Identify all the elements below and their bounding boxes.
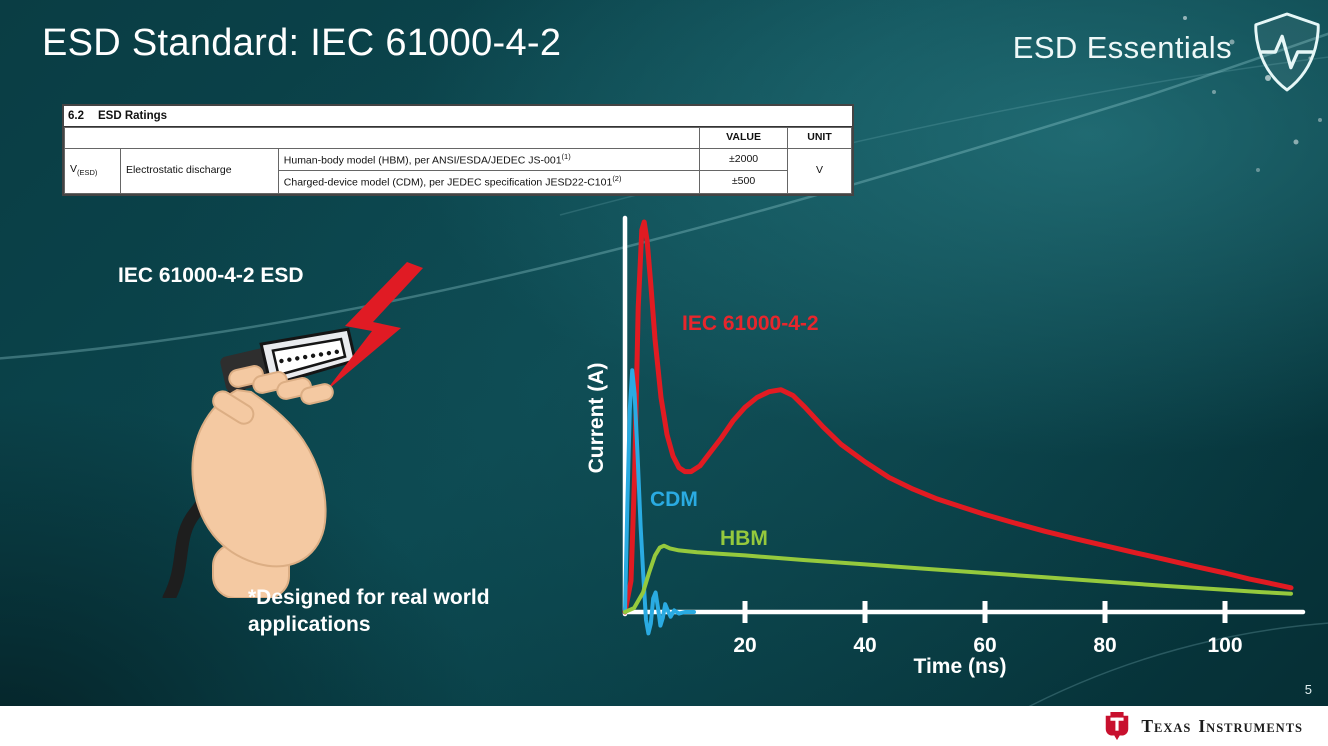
palm (191, 388, 327, 568)
x-tick-label: 40 (853, 634, 876, 657)
series-hbm (623, 543, 1293, 614)
param-name-cell: Electrostatic discharge (119, 147, 279, 194)
unit-cell: V (787, 147, 852, 194)
series-iec-61000-4-2 (622, 219, 1294, 615)
hand (191, 365, 334, 598)
series-label-iec: IEC 61000-4-2 (682, 312, 819, 335)
esd-shield-icon (1254, 12, 1320, 92)
x-tick-label: 100 (1207, 634, 1242, 657)
hand-connector-illustration (162, 262, 423, 598)
series-label-hbm: HBM (720, 527, 768, 550)
esd-waveform-chart: 20 40 60 80 100 (622, 215, 1306, 657)
series-brand-title: ESD Essentials (1012, 30, 1232, 65)
cdm-description-cell: Charged-device model (CDM), per JEDEC sp… (277, 170, 701, 194)
thumb (212, 390, 255, 425)
finger (300, 383, 334, 405)
table-row: Charged-device model (CDM), per JEDEC sp… (65, 170, 852, 194)
ti-logo: Texas Instruments (1102, 710, 1310, 742)
x-tick-label: 20 (733, 634, 756, 657)
param-symbol-cell: V(ESD) (64, 147, 121, 194)
decor-dot (1318, 118, 1322, 122)
decor-dot (1212, 90, 1216, 94)
lightning-bolt-icon (325, 262, 423, 392)
esd-ratings-table: 6.2 ESD Ratings VALUE UNIT V(ESD) Electro… (62, 104, 854, 196)
decor-dot (1256, 168, 1260, 172)
table-row: V(ESD) Electrostatic discharge Human-bod… (64, 147, 852, 194)
col-header-unit: UNIT (787, 127, 852, 149)
ti-word-instruments: Instruments (1198, 715, 1303, 736)
footnote: *Designed for real world applications (248, 586, 490, 637)
table-header-blank (63, 127, 701, 149)
series-label-cdm: CDM (650, 488, 698, 511)
series-cdm (623, 368, 696, 636)
table-caption: 6.2 ESD Ratings (64, 106, 852, 128)
table-section-number: 6.2 (68, 110, 84, 122)
cdm-value-cell: ±500 (699, 170, 789, 194)
table-section-title: ESD Ratings (98, 110, 168, 122)
y-axis-label: Current (A) (585, 362, 608, 474)
decor-dot (1183, 16, 1187, 20)
decor-dot (1293, 139, 1299, 145)
illustration-caption: IEC 61000-4-2 ESD (118, 264, 304, 287)
col-header-value: VALUE (699, 127, 789, 149)
page-title: ESD Standard: IEC 61000-4-2 (42, 22, 562, 64)
ti-wordmark: Texas Instruments (1141, 716, 1310, 737)
x-tick-label: 60 (973, 634, 996, 657)
ti-word-texas: Texas (1141, 715, 1192, 736)
x-axis-label: Time (ns) (913, 655, 1007, 678)
hbm-description-cell: Human-body model (HBM), per ANSI/ESDA/JE… (277, 147, 701, 172)
x-tick-label: 80 (1093, 634, 1116, 657)
page-number: 5 (1304, 682, 1312, 697)
hbm-value-cell: ±2000 (699, 147, 789, 172)
footer-bar: Texas Instruments (0, 706, 1328, 746)
ti-bug-icon (1106, 711, 1129, 741)
table-header-row: VALUE UNIT (63, 127, 852, 149)
